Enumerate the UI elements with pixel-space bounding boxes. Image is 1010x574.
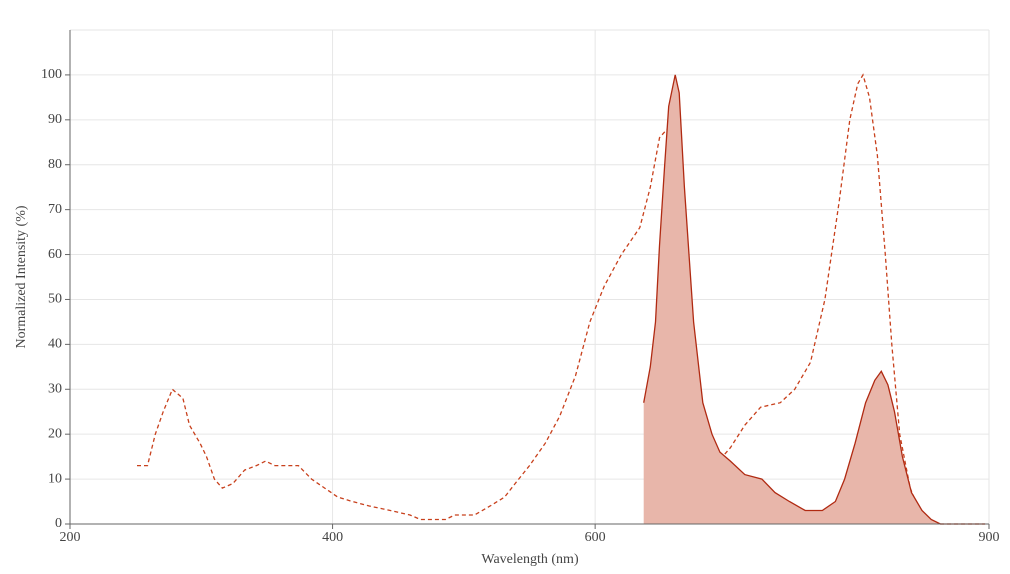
x-tick-label: 200	[60, 530, 81, 545]
y-tick-label: 50	[48, 292, 62, 307]
x-tick-label: 900	[979, 530, 1000, 545]
y-tick-label: 30	[48, 381, 62, 396]
y-tick-label: 90	[48, 112, 62, 127]
y-tick-label: 70	[48, 202, 62, 217]
area	[643, 74, 986, 525]
x-tick-label: 600	[585, 530, 606, 545]
y-tick-label: 0	[55, 516, 62, 531]
y-tick-label: 10	[48, 471, 62, 486]
y-tick-label: 80	[48, 157, 62, 172]
y-tick-label: 40	[48, 337, 62, 352]
x-axis-label: Wavelength (nm)	[481, 552, 579, 567]
y-axis-label: Normalized Intensity (%)	[14, 205, 29, 348]
x-tick-label: 400	[322, 530, 343, 545]
line	[137, 73, 986, 525]
y-tick-label: 20	[48, 426, 62, 441]
line	[643, 74, 986, 525]
y-tick-label: 60	[48, 247, 62, 262]
y-tick-label: 100	[41, 67, 62, 82]
